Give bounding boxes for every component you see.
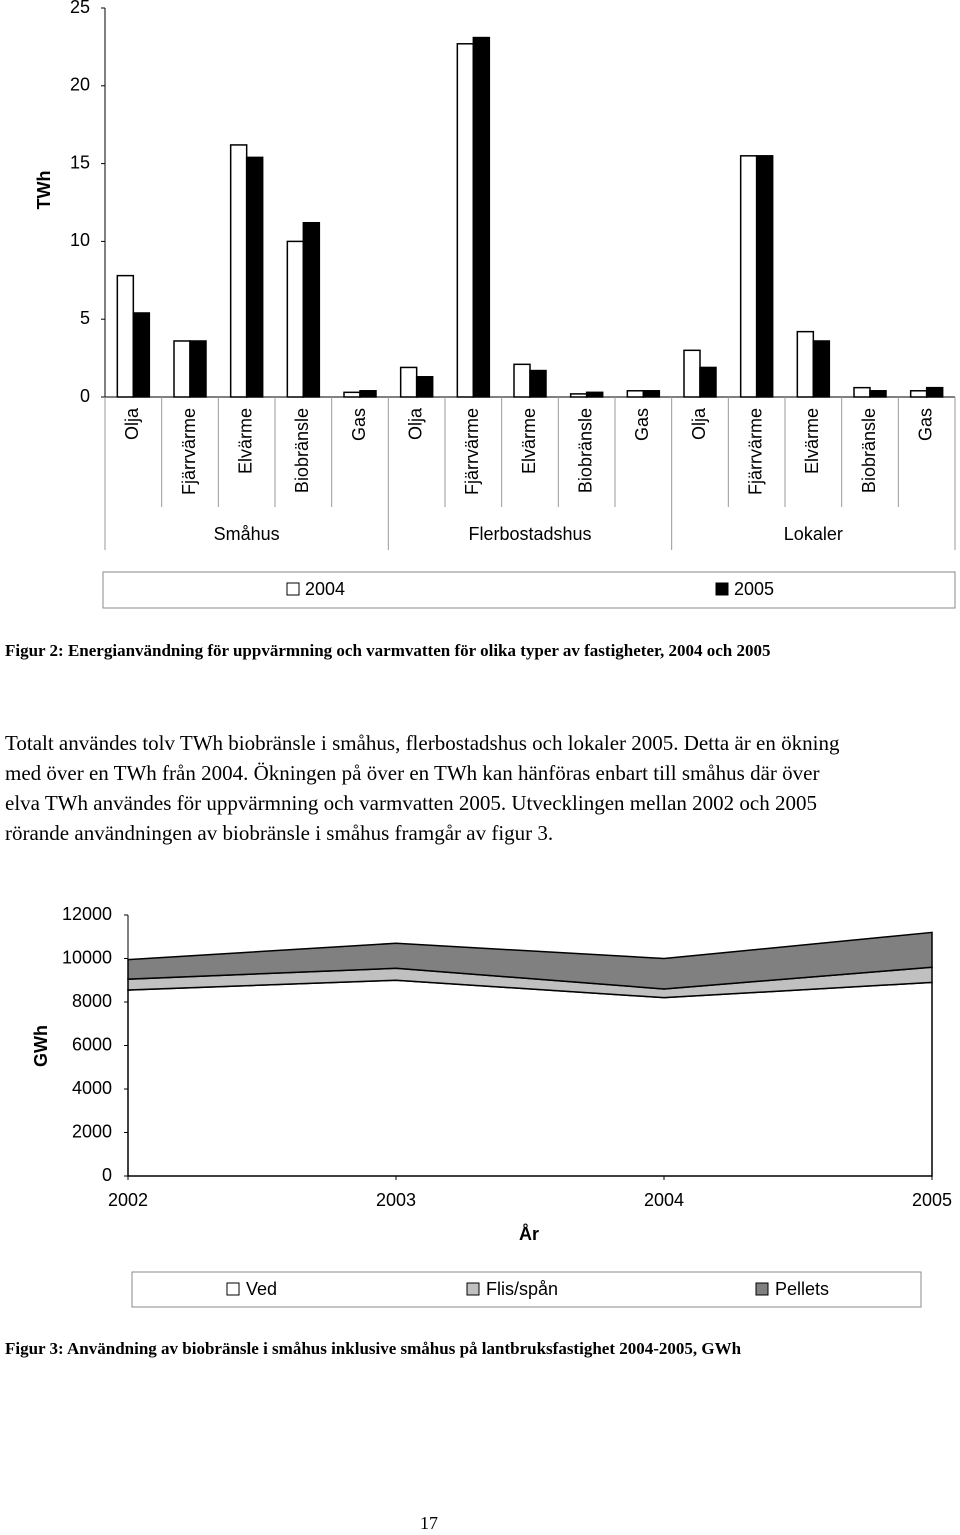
- x-tick-label: Gas: [915, 408, 935, 441]
- bar: [399, 366, 418, 398]
- x-tick-label: Olja: [405, 407, 425, 440]
- bar: [869, 390, 887, 398]
- bar: [302, 221, 321, 398]
- bar: [755, 155, 774, 398]
- y-tick-label: 12000: [62, 904, 112, 924]
- bar: [909, 390, 928, 398]
- x-tick-label: 2004: [644, 1190, 684, 1210]
- y-tick-label: 2000: [72, 1121, 112, 1141]
- figure-caption: Figur 3: Användning av biobränsle i småh…: [5, 1339, 742, 1358]
- bar: [585, 391, 604, 398]
- legend-swatch: [755, 1282, 769, 1296]
- legend-label: 2004: [305, 579, 345, 599]
- x-tick-label: Biobränsle: [859, 408, 879, 493]
- y-tick-label: 5: [80, 308, 90, 328]
- bar: [245, 156, 264, 398]
- y-tick-label: 8000: [72, 991, 112, 1011]
- area: [127, 979, 933, 1177]
- x-tick-label: 2003: [376, 1190, 416, 1210]
- bar: [796, 330, 815, 398]
- legend-swatch: [715, 582, 729, 596]
- bar: [189, 340, 207, 398]
- page-number: 17: [420, 1513, 438, 1533]
- y-tick-label: 4000: [72, 1078, 112, 1098]
- legend-swatch: [286, 582, 300, 596]
- group-label: Lokaler: [784, 524, 843, 544]
- x-axis-title: År: [519, 1224, 539, 1244]
- x-tick-label: Fjärrvärme: [745, 408, 765, 495]
- bar: [229, 144, 248, 398]
- x-tick-label: 2002: [108, 1190, 148, 1210]
- bar: [132, 312, 151, 398]
- legend-box: [131, 1271, 922, 1308]
- y-tick-label: 0: [102, 1165, 112, 1185]
- y-axis-title: GWh: [31, 1025, 51, 1067]
- bar: [699, 366, 717, 398]
- bar: [286, 240, 305, 398]
- legend-label: Flis/spån: [486, 1279, 558, 1299]
- group-label: Flerbostadshus: [468, 524, 591, 544]
- bar: [683, 349, 701, 398]
- bar: [456, 43, 475, 398]
- x-tick-label: Biobränsle: [292, 408, 312, 493]
- bar: [925, 386, 944, 398]
- x-tick-label: Elvärme: [802, 408, 822, 474]
- bar: [739, 155, 758, 398]
- bar: [173, 340, 191, 398]
- bar: [626, 390, 645, 398]
- bar: [359, 390, 377, 398]
- y-tick-label: 15: [70, 152, 90, 172]
- area: [127, 931, 933, 990]
- y-tick-label: 6000: [72, 1034, 112, 1054]
- x-tick-label: Biobränsle: [575, 408, 595, 493]
- bar: [642, 390, 661, 398]
- legend-swatch: [466, 1282, 480, 1296]
- x-tick-label: Gas: [632, 408, 652, 441]
- legend-label: Ved: [246, 1279, 277, 1299]
- group-label: Småhus: [214, 524, 280, 544]
- x-tick-label: Fjärrvärme: [179, 408, 199, 495]
- x-tick-label: Olja: [122, 407, 142, 440]
- legend-label: 2005: [734, 579, 774, 599]
- bar: [529, 369, 547, 398]
- bar: [116, 274, 135, 398]
- legend-box: [102, 571, 956, 609]
- bar: [472, 36, 491, 398]
- paragraph: Totalt användes tolv TWh biobränsle i sm…: [5, 731, 840, 845]
- y-tick-label: 20: [70, 75, 90, 95]
- y-tick-label: 10000: [62, 947, 112, 967]
- y-axis-title: TWh: [34, 171, 54, 210]
- legend-swatch: [226, 1282, 240, 1296]
- x-tick-label: Elvärme: [519, 408, 539, 474]
- bar: [343, 391, 361, 398]
- y-tick-label: 0: [80, 386, 90, 406]
- bar: [513, 363, 531, 398]
- legend-label: Pellets: [775, 1279, 829, 1299]
- bar: [415, 376, 434, 398]
- bar: [853, 386, 871, 398]
- y-tick-label: 25: [70, 0, 90, 17]
- bar: [812, 340, 831, 398]
- bar: [569, 393, 588, 398]
- y-tick-label: 10: [70, 230, 90, 250]
- x-tick-label: Gas: [349, 408, 369, 441]
- x-tick-label: Fjärrvärme: [462, 408, 482, 495]
- x-tick-label: Elvärme: [235, 408, 255, 474]
- figure-caption: Figur 2: Energianvändning för uppvärmnin…: [5, 641, 771, 660]
- x-tick-label: Olja: [689, 407, 709, 440]
- x-tick-label: 2005: [912, 1190, 952, 1210]
